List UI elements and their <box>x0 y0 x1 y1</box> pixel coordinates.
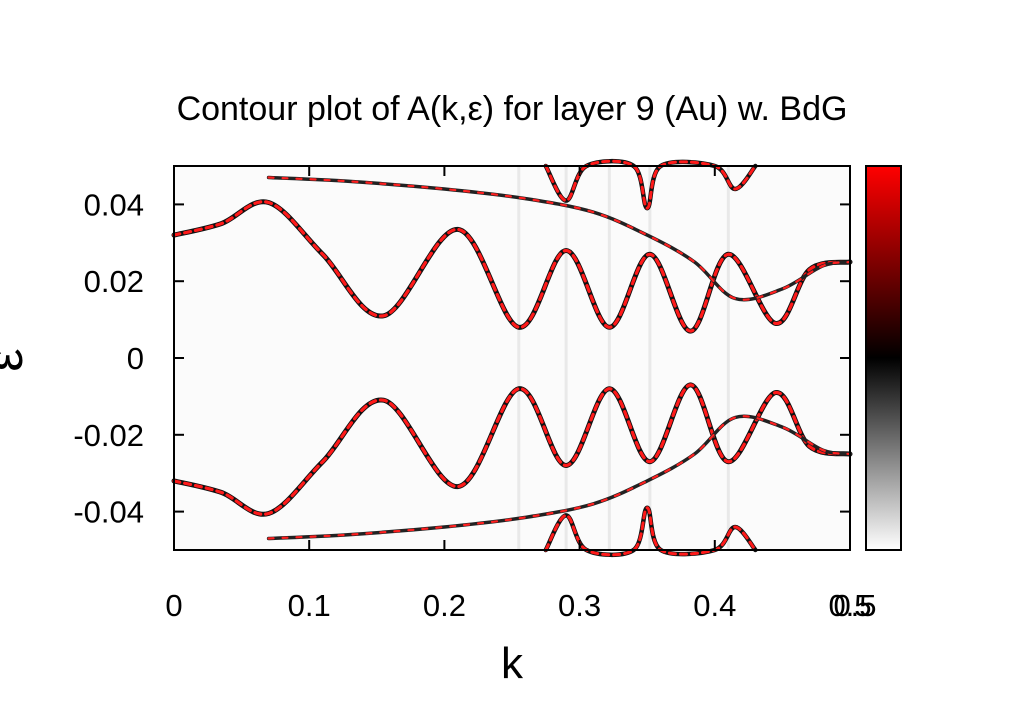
band-series-2-highlight <box>544 159 757 210</box>
y-axis-ticks: 0.04 0.02 0 -0.02 -0.04 <box>73 187 850 530</box>
x-tick-label: 0.5 <box>828 588 871 623</box>
x-axis-ticks: 0 0.1 0.2 0.3 0.4 0.5 <box>165 166 872 623</box>
y-tick-label: 0.04 <box>84 187 144 222</box>
x-axis-label: k <box>501 639 524 688</box>
band-series-1-highlight <box>267 176 852 301</box>
x-tick-label: 0.4 <box>693 588 736 623</box>
x-tick-label: 0.1 <box>288 588 331 623</box>
band-series-2-highlight <box>544 506 757 557</box>
colorbar-ticks: 0.5 <box>833 588 876 623</box>
x-tick-label: 0.3 <box>558 588 601 623</box>
band-series-1-highlight <box>267 415 852 540</box>
y-tick-label: 0.02 <box>84 264 144 299</box>
x-tick-label: 0.2 <box>423 588 466 623</box>
colorbar <box>865 165 902 551</box>
x-tick-label: 0 <box>165 588 182 623</box>
colorbar-tick-label: 0.5 <box>833 588 876 623</box>
band-curves <box>171 158 853 558</box>
y-axis-label: ε <box>0 348 34 371</box>
band-series-0-highlight <box>172 383 852 516</box>
y-tick-label: -0.02 <box>73 418 144 453</box>
faint-vertical-lines <box>517 166 730 550</box>
chart-title: Contour plot of A(k,ε) for layer 9 (Au) … <box>177 90 848 128</box>
y-tick-label: 0 <box>127 341 144 376</box>
y-tick-label: -0.04 <box>73 495 144 530</box>
band-series-0-highlight <box>172 200 852 333</box>
plot-background <box>174 166 850 550</box>
